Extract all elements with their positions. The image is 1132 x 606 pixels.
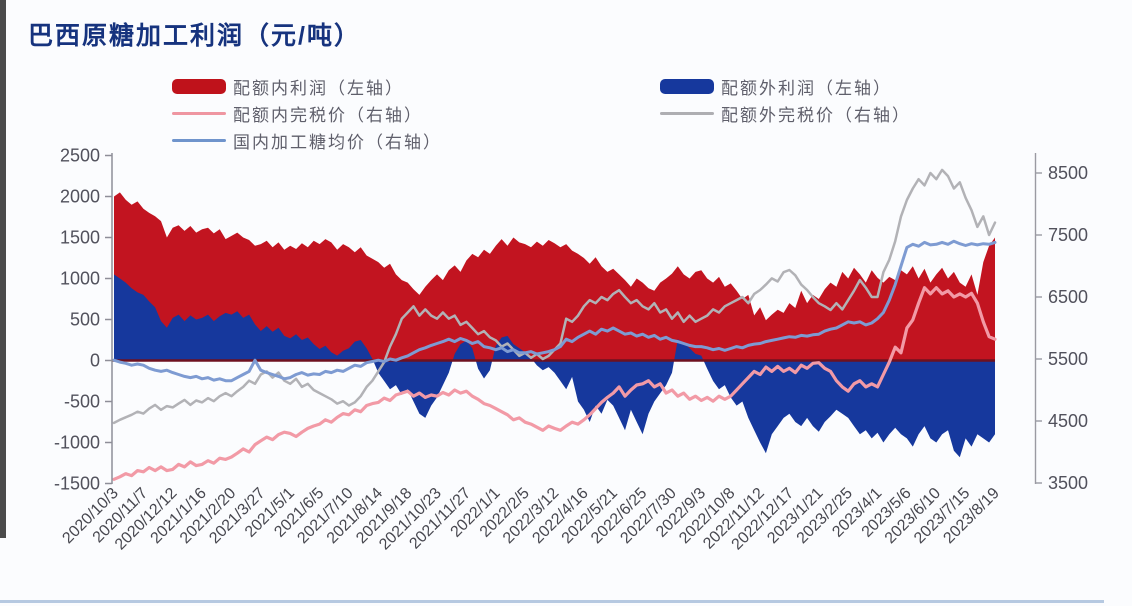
legend-item-quota-profit: 配额内利润（左轴）	[172, 76, 404, 98]
svg-text:0: 0	[90, 351, 100, 371]
bottom-divider	[0, 600, 1104, 603]
chart-title: 巴西原糖加工利润（元/吨）	[28, 22, 361, 50]
svg-text:8500: 8500	[1048, 163, 1088, 183]
svg-text:7500: 7500	[1048, 225, 1088, 245]
quota-price-swatch	[172, 111, 226, 115]
legend-item-outquota-profit: 配额外利润（左轴）	[660, 76, 892, 98]
svg-text:6500: 6500	[1048, 287, 1088, 307]
svg-text:2500: 2500	[60, 146, 100, 166]
svg-text:4500: 4500	[1048, 411, 1088, 431]
legend-label: 配额外利润（左轴）	[721, 78, 892, 98]
svg-text:-500: -500	[64, 392, 100, 412]
quota-profit-swatch	[172, 78, 226, 94]
svg-text:500: 500	[70, 310, 100, 330]
legend-item-outquota-price: 配额外完税价（右轴）	[660, 103, 911, 125]
svg-text:3500: 3500	[1048, 473, 1088, 493]
svg-text:5500: 5500	[1048, 349, 1088, 369]
svg-text:2000: 2000	[60, 187, 100, 207]
svg-text:1500: 1500	[60, 228, 100, 248]
svg-text:-1000: -1000	[54, 433, 100, 453]
legend-item-domestic-avg-price: 国内加工糖均价（右轴）	[172, 130, 442, 152]
svg-text:-1500: -1500	[54, 474, 100, 494]
outquota-price-swatch	[660, 111, 714, 115]
legend-item-quota-price: 配额内完税价（右轴）	[172, 103, 423, 125]
legend-label: 配额外完税价（右轴）	[721, 105, 911, 125]
legend-label: 配额内利润（左轴）	[233, 78, 404, 98]
outquota-profit-swatch	[660, 78, 714, 94]
domestic-avg-price-swatch	[172, 138, 226, 142]
left-edge-strip	[0, 0, 6, 538]
legend-label: 国内加工糖均价（右轴）	[233, 132, 442, 152]
svg-text:1000: 1000	[60, 269, 100, 289]
legend-label: 配额内完税价（右轴）	[233, 105, 423, 125]
